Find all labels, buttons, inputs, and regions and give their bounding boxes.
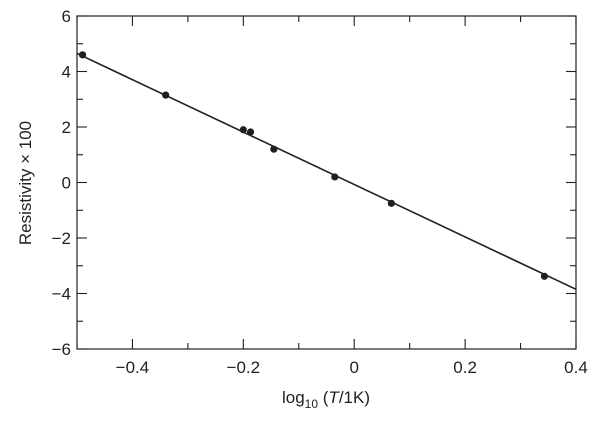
y-tick-label: 4 <box>62 63 71 82</box>
x-tick-label: −0.4 <box>116 358 150 377</box>
x-tick-label: 0.2 <box>453 358 477 377</box>
data-point <box>540 272 548 280</box>
y-tick-label: 6 <box>62 7 71 26</box>
x-tick-label: −0.2 <box>227 358 261 377</box>
x-axis-title-subscript: 10 <box>305 397 319 411</box>
x-axis-title-prefix: log <box>282 388 305 407</box>
fit-line <box>76 52 577 291</box>
data-point <box>331 173 339 181</box>
data-point <box>270 145 278 153</box>
x-axis-title-variable: T <box>328 388 340 407</box>
y-tick-label: −6 <box>52 340 71 359</box>
y-tick-label: −2 <box>52 229 71 248</box>
axis-ticks <box>76 15 577 350</box>
data-point <box>162 91 170 99</box>
data-point <box>239 126 247 134</box>
x-axis-title: log10 (T/1K) <box>282 388 370 411</box>
x-axis-title-rest: /1K) <box>339 388 370 407</box>
y-tick-label: −4 <box>52 285 71 304</box>
x-tick-label: 0.4 <box>564 358 588 377</box>
y-tick-label: 0 <box>62 174 71 193</box>
data-points <box>78 51 548 280</box>
y-tick-label: 2 <box>62 118 71 137</box>
x-tick-label: 0 <box>349 358 358 377</box>
tick-labels: −0.4 −0.2 0 0.2 0.4 −6 −4 −2 0 2 4 6 <box>52 7 588 377</box>
data-point <box>387 199 395 207</box>
data-point <box>78 51 87 59</box>
plot-frame <box>76 15 577 350</box>
x-axis-title-open: ( <box>318 388 329 407</box>
data-point <box>246 128 255 136</box>
y-axis-title: Resistivity × 100 <box>16 121 35 245</box>
